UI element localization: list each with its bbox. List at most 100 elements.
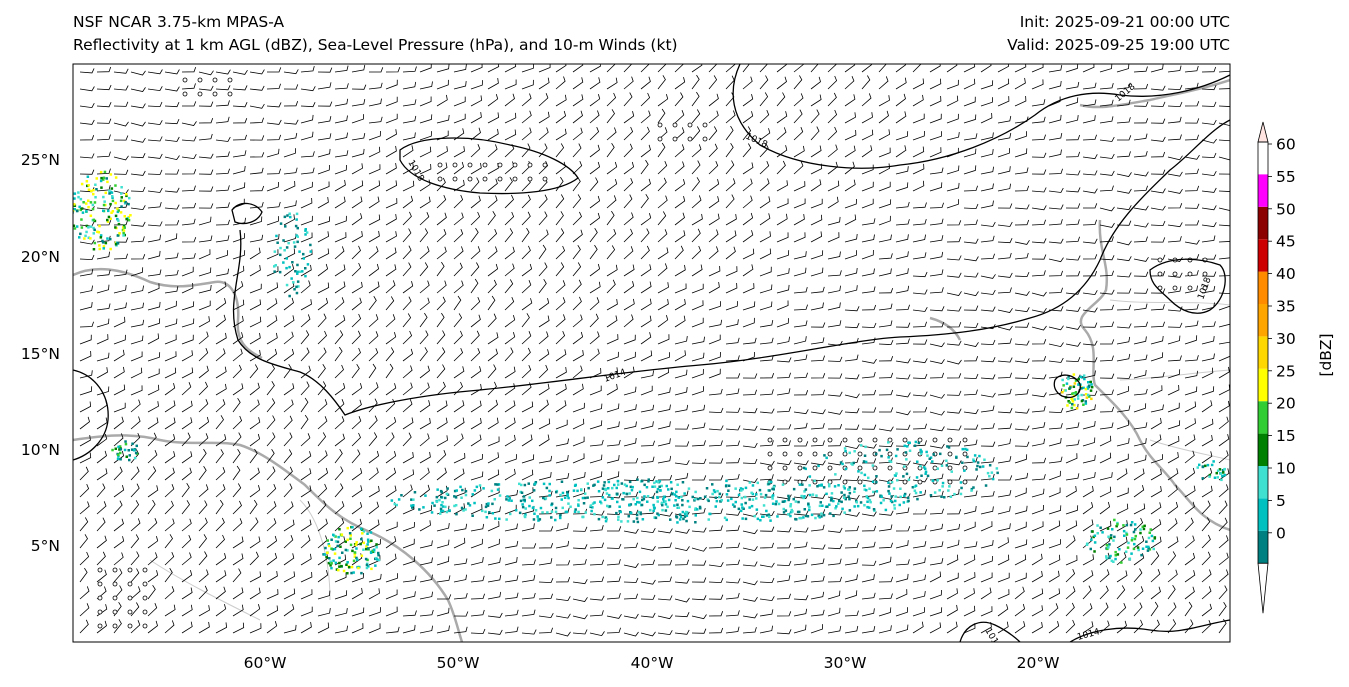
reflectivity-pixel [127, 218, 131, 222]
wind-barb [419, 212, 430, 226]
reflectivity-pixel [739, 487, 743, 490]
reflectivity-pixel [670, 492, 674, 496]
wind-barb [810, 591, 825, 600]
colorbar-tick-label: 60 [1276, 136, 1296, 154]
wind-barb [1099, 82, 1114, 90]
reflectivity-pixel [1072, 385, 1076, 388]
reflectivity-pixel [647, 480, 650, 483]
wind-barb [879, 407, 894, 413]
wind-barb [640, 281, 652, 294]
reflectivity-pixel [533, 512, 536, 515]
wind-barb [793, 541, 808, 549]
reflectivity-pixel [646, 500, 649, 503]
reflectivity-pixel [1080, 376, 1084, 379]
reflectivity-pixel [625, 484, 628, 488]
wind-barb [198, 517, 208, 532]
reflectivity-pixel [559, 513, 562, 517]
wind-barb [453, 280, 464, 294]
calm-marker [932, 465, 938, 471]
reflectivity-pixel [276, 241, 279, 244]
wind-barb [878, 607, 892, 617]
reflectivity-pixel [1129, 523, 1133, 527]
wind-barb [997, 490, 1012, 498]
wind-barb [130, 483, 140, 498]
wind-barb [861, 218, 876, 226]
colorbar-tick-label: 40 [1276, 265, 1296, 283]
reflectivity-pixel [765, 509, 768, 513]
wind-barb [1048, 487, 1061, 498]
wind-barb [1031, 374, 1047, 380]
reflectivity-pixel [546, 511, 549, 514]
lon-label-20w: 20°W [1017, 654, 1060, 672]
wind-barb [861, 541, 876, 549]
reflectivity-pixel [768, 515, 771, 519]
reflectivity-pixel [460, 506, 464, 510]
reflectivity-pixel [1062, 384, 1065, 387]
reflectivity-pixel [111, 195, 114, 198]
reflectivity-pixel [817, 514, 820, 518]
reflectivity-pixel [759, 492, 763, 496]
reflectivity-pixel [928, 457, 931, 460]
wind-barb [691, 628, 707, 634]
wind-barb [1150, 352, 1164, 362]
reflectivity-pixel [784, 509, 788, 512]
reflectivity-pixel [522, 495, 526, 498]
reflectivity-pixel [844, 497, 847, 501]
calm-marker [542, 162, 548, 168]
wind-barb [793, 109, 803, 124]
wind-barb [725, 319, 739, 328]
reflectivity-pixel [1210, 463, 1214, 467]
reflectivity-pixel [338, 561, 341, 565]
reflectivity-pixel [673, 504, 676, 507]
reflectivity-pixel [660, 501, 664, 505]
wind-barb [1133, 118, 1149, 124]
wind-barb [385, 180, 398, 192]
wind-barb [759, 510, 775, 516]
wind-barb [895, 559, 910, 566]
wind-barb [742, 264, 754, 277]
wind-barb [113, 316, 126, 328]
wind-barb [725, 525, 740, 532]
reflectivity-pixel [819, 501, 822, 504]
wind-barb [1048, 371, 1063, 379]
wind-barb [266, 605, 279, 617]
wind-barb [1099, 99, 1114, 107]
wind-barb [1048, 603, 1059, 617]
wind-barb [810, 575, 825, 583]
wind-barb [79, 254, 95, 261]
reflectivity-pixel [599, 500, 602, 503]
wind-barb [504, 64, 517, 73]
reflectivity-pixel [349, 537, 352, 540]
wind-barb [283, 148, 296, 158]
reflectivity-pixel [840, 491, 843, 494]
reflectivity-pixel [867, 476, 870, 480]
colorbar-tick-label: 0 [1276, 524, 1286, 542]
wind-barb [1218, 400, 1230, 413]
wind-barb [810, 126, 820, 141]
wind-barb [861, 164, 874, 175]
reflectivity-pixel [528, 504, 531, 508]
wind-barb [623, 475, 639, 482]
reflectivity-pixel [696, 497, 700, 501]
calm-marker [767, 465, 773, 471]
wind-barb [657, 352, 670, 362]
wind-barb [708, 93, 719, 107]
wind-barb [1201, 222, 1217, 228]
reflectivity-pixel [1221, 474, 1224, 478]
wind-barb [215, 85, 231, 91]
wind-barb [742, 561, 758, 567]
wind-barb [759, 526, 775, 532]
calm-marker [112, 581, 118, 587]
reflectivity-pixel [953, 492, 956, 496]
wind-barb [1133, 438, 1147, 447]
wind-barb [640, 64, 650, 73]
wind-barb [1014, 586, 1025, 600]
wind-barb [368, 82, 383, 90]
reflectivity-pixel [924, 470, 928, 474]
reflectivity-pixel [1125, 533, 1129, 536]
wind-barb [300, 167, 315, 175]
wind-barb [334, 416, 345, 430]
wind-barb [1218, 139, 1230, 142]
wind-barb [725, 510, 741, 516]
wind-barb [793, 390, 809, 396]
